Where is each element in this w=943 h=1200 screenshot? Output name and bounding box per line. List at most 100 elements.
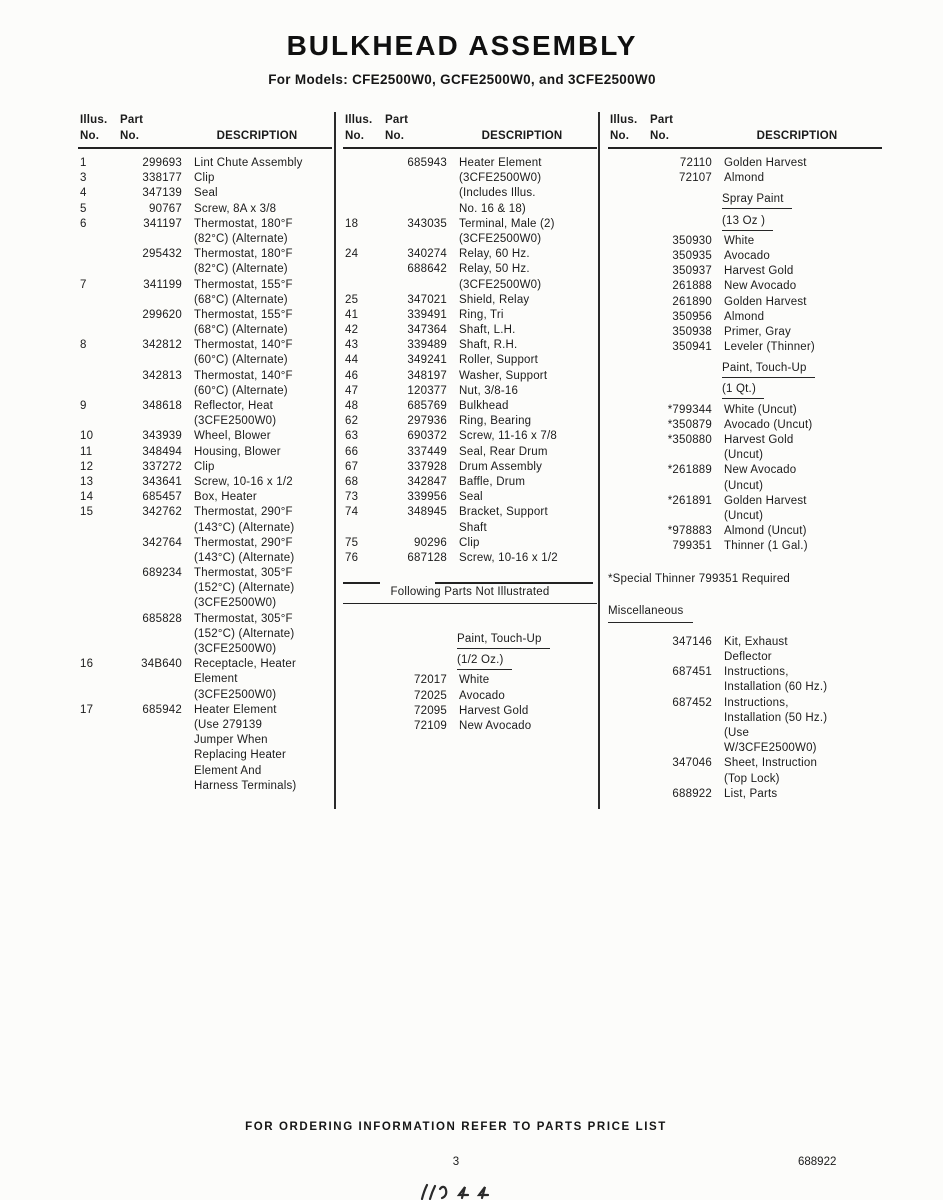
table-row: (143°C) (Alternate) — [78, 521, 332, 536]
table-row: 17 685942 Heater Element — [78, 703, 332, 718]
column-header-line: No. No. DESCRIPTION — [78, 128, 332, 144]
table-row: 1 299693 Lint Chute Assembly — [78, 156, 332, 171]
table-row: (60°C) (Alternate) — [78, 353, 332, 368]
description-cell: Thermostat, 180°F — [194, 248, 293, 261]
illus-no-cell: 73 — [345, 491, 359, 504]
description-cell: (Use 279139 — [194, 718, 263, 731]
illus-no-cell — [78, 323, 120, 338]
part-no-cell — [120, 293, 182, 308]
table-row: 74 348945 Bracket, Support — [343, 505, 597, 520]
description-cell: Thermostat, 140°F — [194, 369, 293, 382]
description-cell: (82°C) (Alternate) — [194, 263, 288, 276]
illus-no-cell — [78, 414, 120, 429]
illus-no-cell: 67 — [345, 460, 359, 473]
table-row: 688642 Relay, 50 Hz. — [343, 262, 597, 277]
illus-no-cell — [608, 249, 650, 264]
description-header-label: DESCRIPTION — [216, 130, 298, 142]
illus-no-cell — [78, 566, 120, 581]
illus-no-cell: 16 — [80, 658, 94, 671]
description-cell: Washer, Support — [459, 369, 548, 382]
illus-no-cell — [343, 202, 385, 217]
part-no-cell: 347146 — [672, 635, 712, 648]
illus-no-cell — [608, 726, 650, 741]
part-no-cell: 90767 — [149, 202, 182, 215]
table-row: (3CFE2500W0) — [78, 596, 332, 611]
table-row: 24 340274 Relay, 60 Hz. — [343, 247, 597, 262]
illus-header-label: Illus. — [345, 114, 373, 126]
table-row: 687451 Instructions, — [608, 665, 882, 680]
illus-no-cell: 62 — [345, 415, 359, 428]
illus-no-cell — [78, 764, 120, 779]
illus-no-header-label: No. — [610, 130, 630, 142]
illus-no-cell — [78, 612, 120, 627]
part-no-cell — [120, 596, 182, 611]
table-row: 689234 Thermostat, 305°F — [78, 566, 332, 581]
part-no-cell: 350935 — [672, 249, 712, 262]
part-no-header-label: No. — [120, 130, 140, 142]
table-row: 350938 Primer, Gray — [608, 325, 882, 340]
illus-no-cell: 6 — [80, 217, 87, 230]
description-header-spacer — [447, 112, 597, 128]
part-no-cell — [120, 323, 182, 338]
illus-no-cell — [78, 262, 120, 277]
parts-column-1: Illus. Part No. No. DESCRIPTION 1 299693 Lint C… — [78, 112, 332, 794]
description-cell: Shaft, R.H. — [459, 339, 518, 352]
description-cell: Golden Harvest — [724, 295, 807, 308]
table-row: 12 337272 Clip — [78, 460, 332, 475]
part-no-cell: 339489 — [407, 339, 447, 352]
part-no-cell: 72017 — [414, 674, 447, 687]
page-subtitle: For Models: CFE2500W0, GCFE2500W0, and 3… — [268, 72, 656, 87]
description-cell: Heater Element — [459, 157, 542, 169]
part-no-cell: 348618 — [142, 400, 182, 412]
part-no-cell: 688922 — [672, 787, 712, 800]
table-row: 48 685769 Bulkhead — [343, 399, 597, 414]
description-cell: (143°C) (Alternate) — [194, 551, 295, 564]
part-no-cell: 339491 — [407, 308, 447, 321]
illus-no-cell — [78, 293, 120, 308]
description-cell: Screw, 10-16 x 1/2 — [194, 475, 293, 488]
description-cell: (Uncut) — [724, 449, 764, 462]
part-no-cell: 72110 — [679, 157, 712, 169]
part-no-cell — [385, 521, 447, 536]
table-row: (Uncut) — [608, 448, 882, 463]
part-no-cell — [385, 202, 447, 217]
description-cell: Screw, 8A x 3/8 — [194, 202, 277, 215]
table-row: 347046 Sheet, Instruction — [608, 756, 882, 771]
part-no-cell: 340274 — [407, 248, 447, 261]
table-row: 72107 Almond — [608, 171, 882, 186]
table-row: 7 341199 Thermostat, 155°F — [78, 278, 332, 293]
table-row: 72109 New Avocado — [343, 719, 597, 734]
part-no-cell: 350938 — [672, 325, 712, 338]
part-no-cell: 339956 — [407, 491, 447, 504]
illus-no-cell: 1 — [80, 157, 87, 169]
description-cell: (3CFE2500W0) — [194, 688, 277, 701]
table-row: (3CFE2500W0) — [343, 171, 597, 186]
illus-header-label: Illus. — [610, 114, 638, 126]
part-no-cell: 343641 — [142, 475, 182, 488]
part-no-cell: 685942 — [142, 703, 182, 716]
part-no-cell — [120, 262, 182, 277]
description-cell: Thermostat, 140°F — [194, 339, 293, 352]
illus-no-cell: 42 — [345, 324, 359, 337]
illus-no-cell: 41 — [345, 308, 359, 321]
table-row: 62 297936 Ring, Bearing — [343, 414, 597, 429]
part-no-cell: 120377 — [407, 384, 447, 397]
table-row: 350930 White — [608, 234, 882, 249]
table-row: No. 16 & 18) — [343, 202, 597, 217]
column-header-line: No. No. DESCRIPTION — [343, 128, 597, 144]
handwritten-mark — [420, 1183, 490, 1200]
illus-no-cell — [608, 539, 650, 554]
description-cell: Primer, Gray — [724, 325, 791, 338]
illus-no-cell — [78, 718, 120, 733]
illus-no-cell: 3 — [80, 172, 87, 185]
illus-no-cell — [343, 719, 385, 734]
description-cell: Shield, Relay — [459, 293, 530, 306]
description-cell: Relay, 50 Hz. — [459, 263, 530, 276]
description-cell: Replacing Heater — [194, 749, 287, 762]
illus-no-cell — [608, 650, 650, 665]
part-no-cell — [120, 581, 182, 596]
illus-no-cell: 10 — [80, 430, 94, 443]
part-no-cell: 72109 — [414, 720, 447, 732]
description-cell: Thermostat, 155°F — [194, 308, 293, 321]
